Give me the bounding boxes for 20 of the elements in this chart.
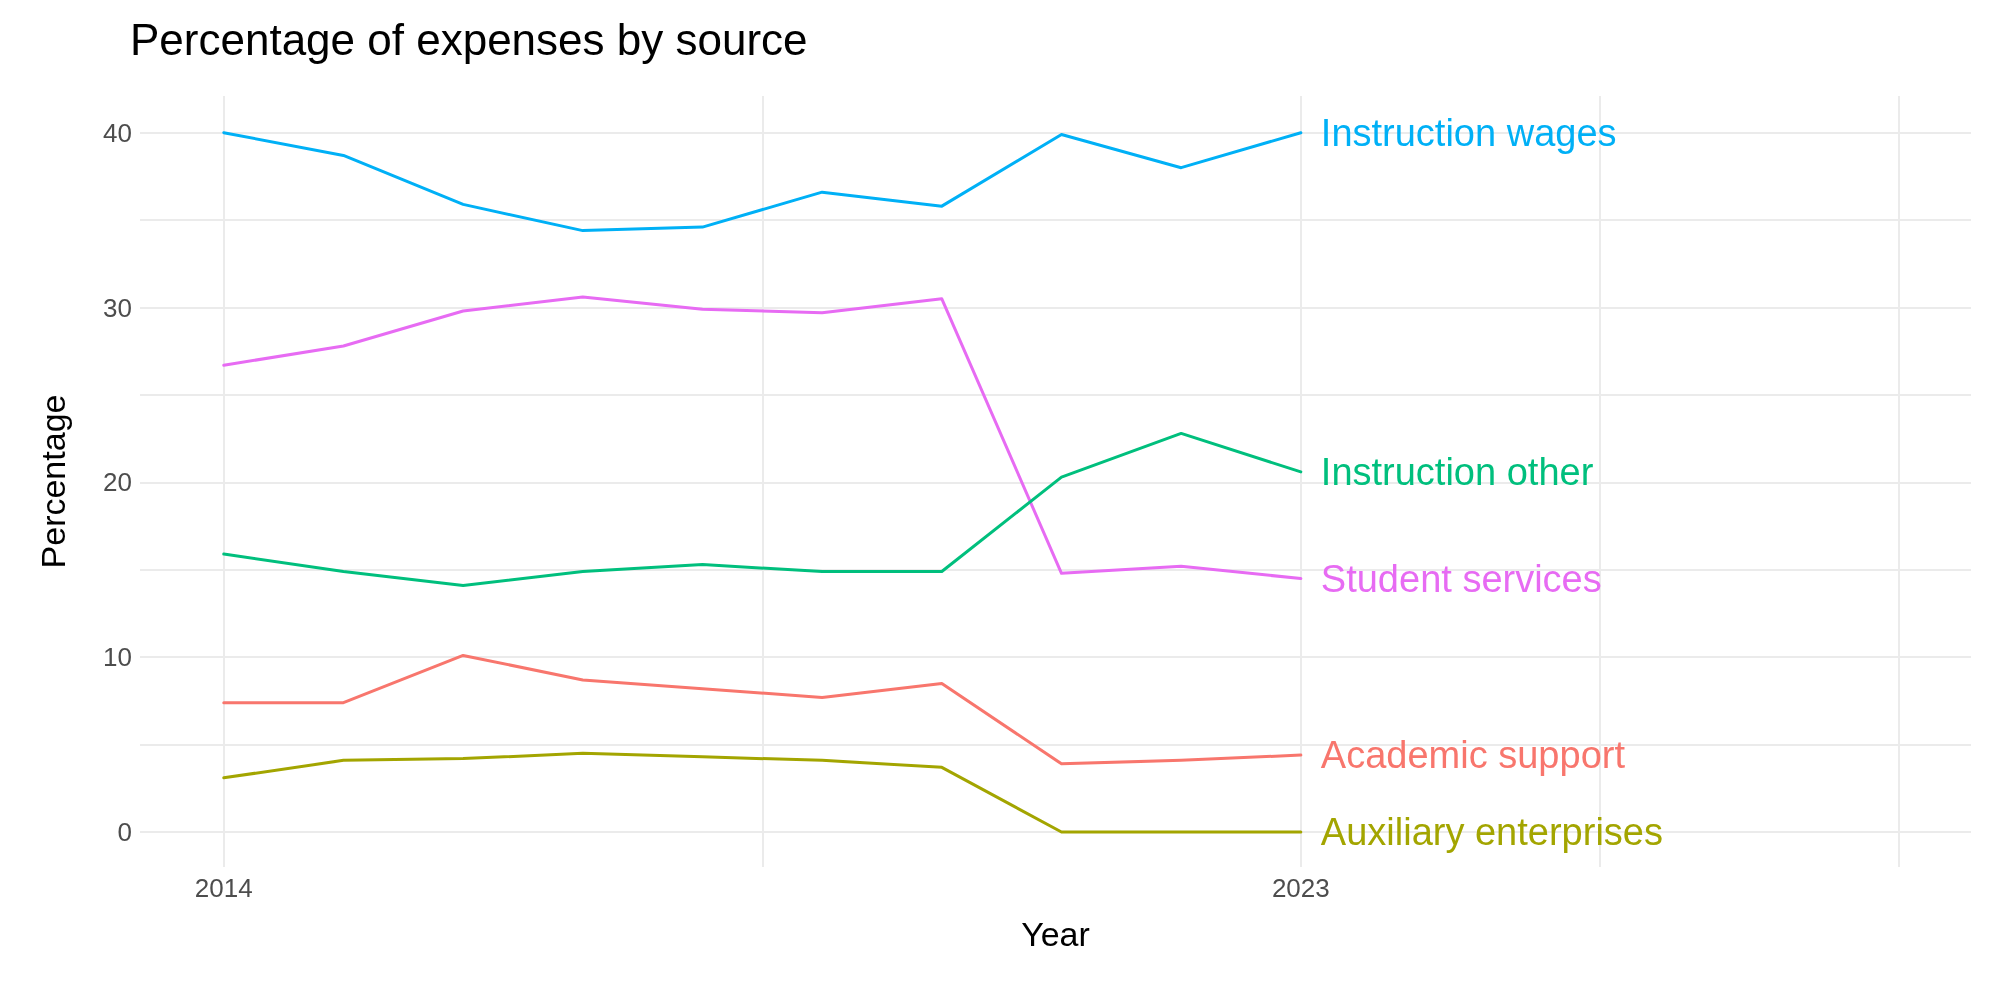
line-series (222, 131, 1303, 233)
line-series (222, 431, 1303, 588)
x-axis-title: Year (1021, 915, 1090, 953)
y-tick-label: 0 (117, 817, 132, 848)
series-label: Instruction other (1320, 450, 1594, 493)
y-tick-label: 30 (103, 292, 132, 323)
series-label: Instruction wages (1320, 111, 1617, 154)
line-series (222, 751, 1303, 834)
x-tick-label: 2014 (194, 873, 253, 903)
line-series (222, 295, 1303, 581)
chart-title: Percentage of expenses by source (130, 14, 808, 64)
line-series (222, 653, 1303, 766)
y-tick-label: 20 (103, 467, 132, 498)
series-label: Student services (1320, 557, 1602, 600)
y-axis-title: Percentage (34, 394, 72, 569)
x-tick-label: 2023 (1271, 873, 1330, 903)
y-tick-label: 10 (103, 642, 132, 673)
series-label: Auxiliary enterprises (1320, 811, 1663, 854)
series-label: Academic support (1320, 734, 1626, 777)
y-tick-label: 40 (103, 117, 132, 148)
